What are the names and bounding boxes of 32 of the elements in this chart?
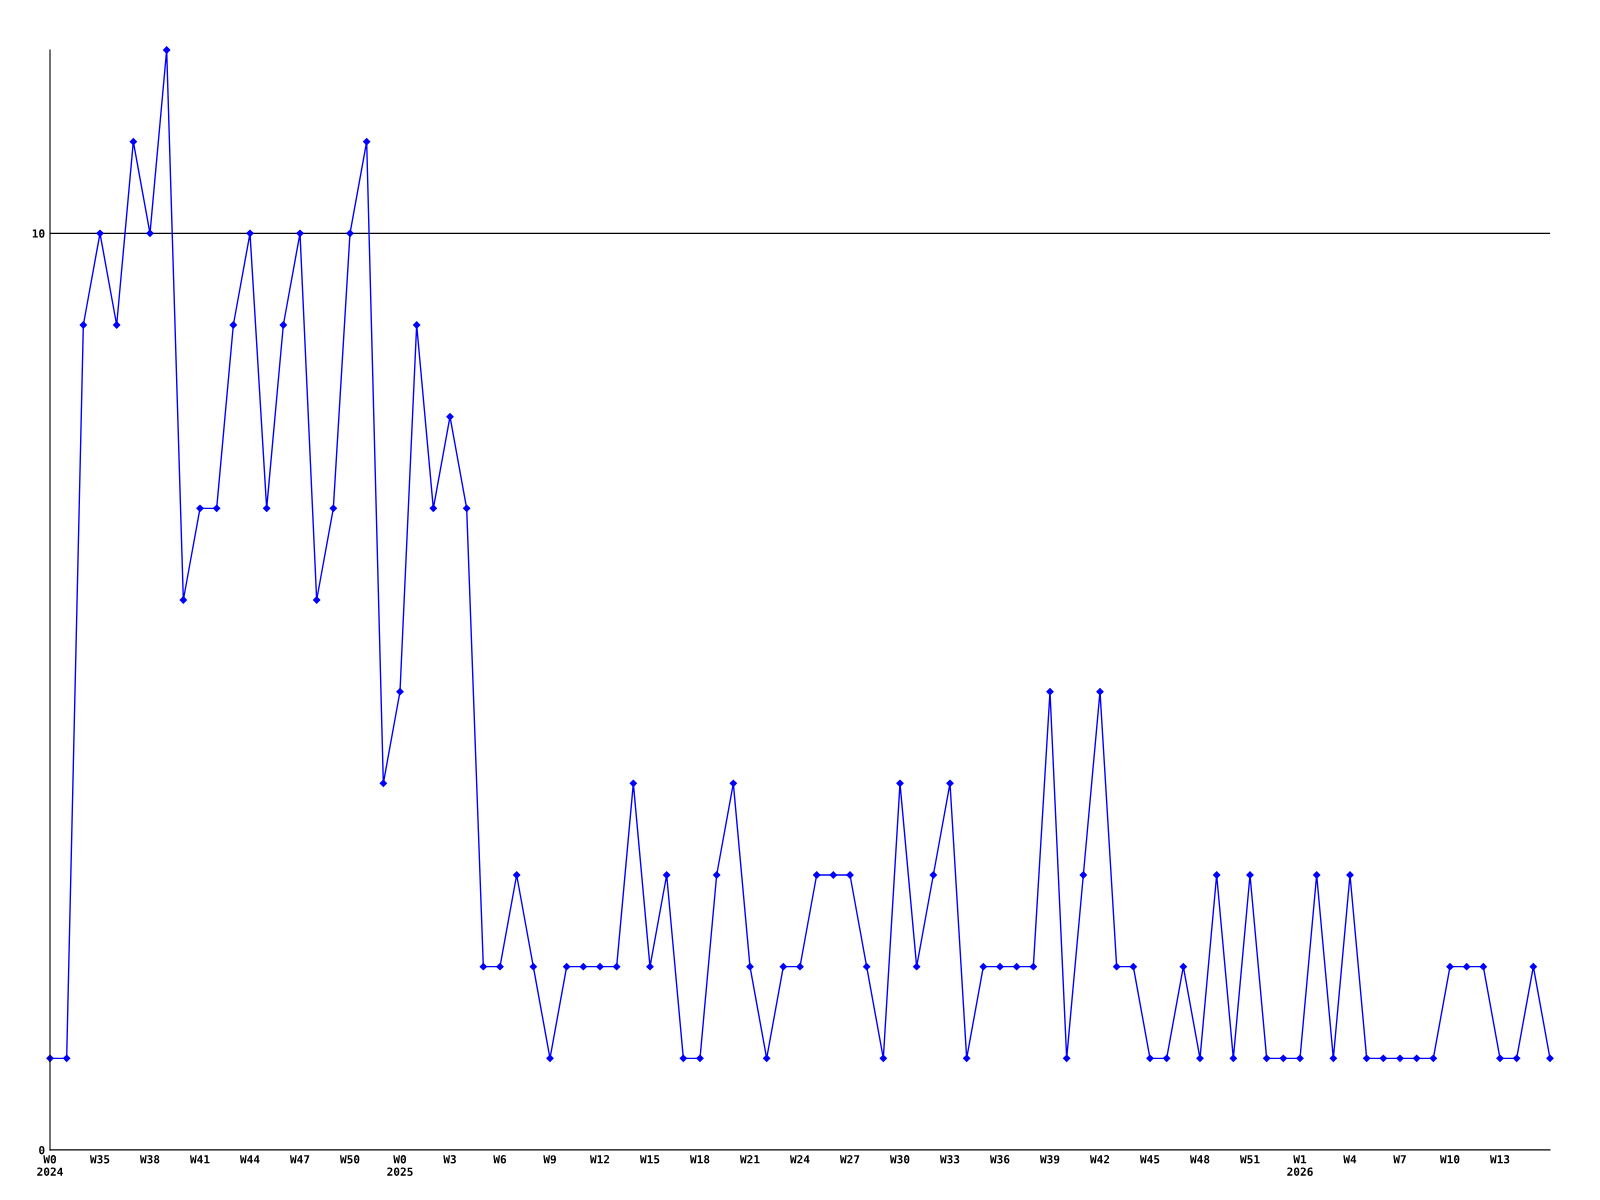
x-tick-label: W12	[589, 1155, 610, 1164]
x-tick-label: W13	[1489, 1155, 1510, 1164]
x-tick-label: W15	[639, 1155, 660, 1164]
x-tick-label: W33	[939, 1155, 960, 1164]
x-tick-label: W30	[889, 1155, 910, 1164]
x-tick-label: W18	[689, 1155, 710, 1164]
x-tick-label: W9	[543, 1155, 556, 1164]
x-tick-label: W44	[239, 1155, 260, 1164]
x-tick-label: W1 2026	[1287, 1155, 1313, 1176]
x-tick-label: W50	[339, 1155, 360, 1164]
x-tick-label: W21	[739, 1155, 760, 1164]
x-tick-label: W35	[89, 1155, 110, 1164]
x-tick-label: W24	[789, 1155, 810, 1164]
x-tick-label: W48	[1189, 1155, 1210, 1164]
y-tick-label: 0	[39, 1145, 45, 1155]
x-tick-label: W51	[1239, 1155, 1260, 1164]
x-tick-label: W27	[839, 1155, 860, 1164]
x-tick-label: W38	[139, 1155, 160, 1164]
x-tick-label: W10	[1439, 1155, 1460, 1164]
x-tick-label: W6	[493, 1155, 507, 1164]
x-tick-label: W45	[1139, 1155, 1160, 1164]
x-tick-label: W3	[443, 1155, 456, 1164]
x-tick-label: W7	[1393, 1155, 1406, 1164]
x-tick-label: W4	[1343, 1155, 1357, 1164]
x-tick-label: W39	[1039, 1155, 1060, 1164]
x-tick-label: W42	[1089, 1155, 1110, 1164]
x-tick-label: W36	[989, 1155, 1010, 1164]
x-tick-label: W41	[189, 1155, 210, 1164]
x-tick-label: W0 2024	[37, 1155, 63, 1176]
x-tick-label: W47	[289, 1155, 310, 1164]
x-tick-label: W0 2025	[387, 1155, 413, 1176]
y-tick-label: 10	[32, 229, 45, 238]
